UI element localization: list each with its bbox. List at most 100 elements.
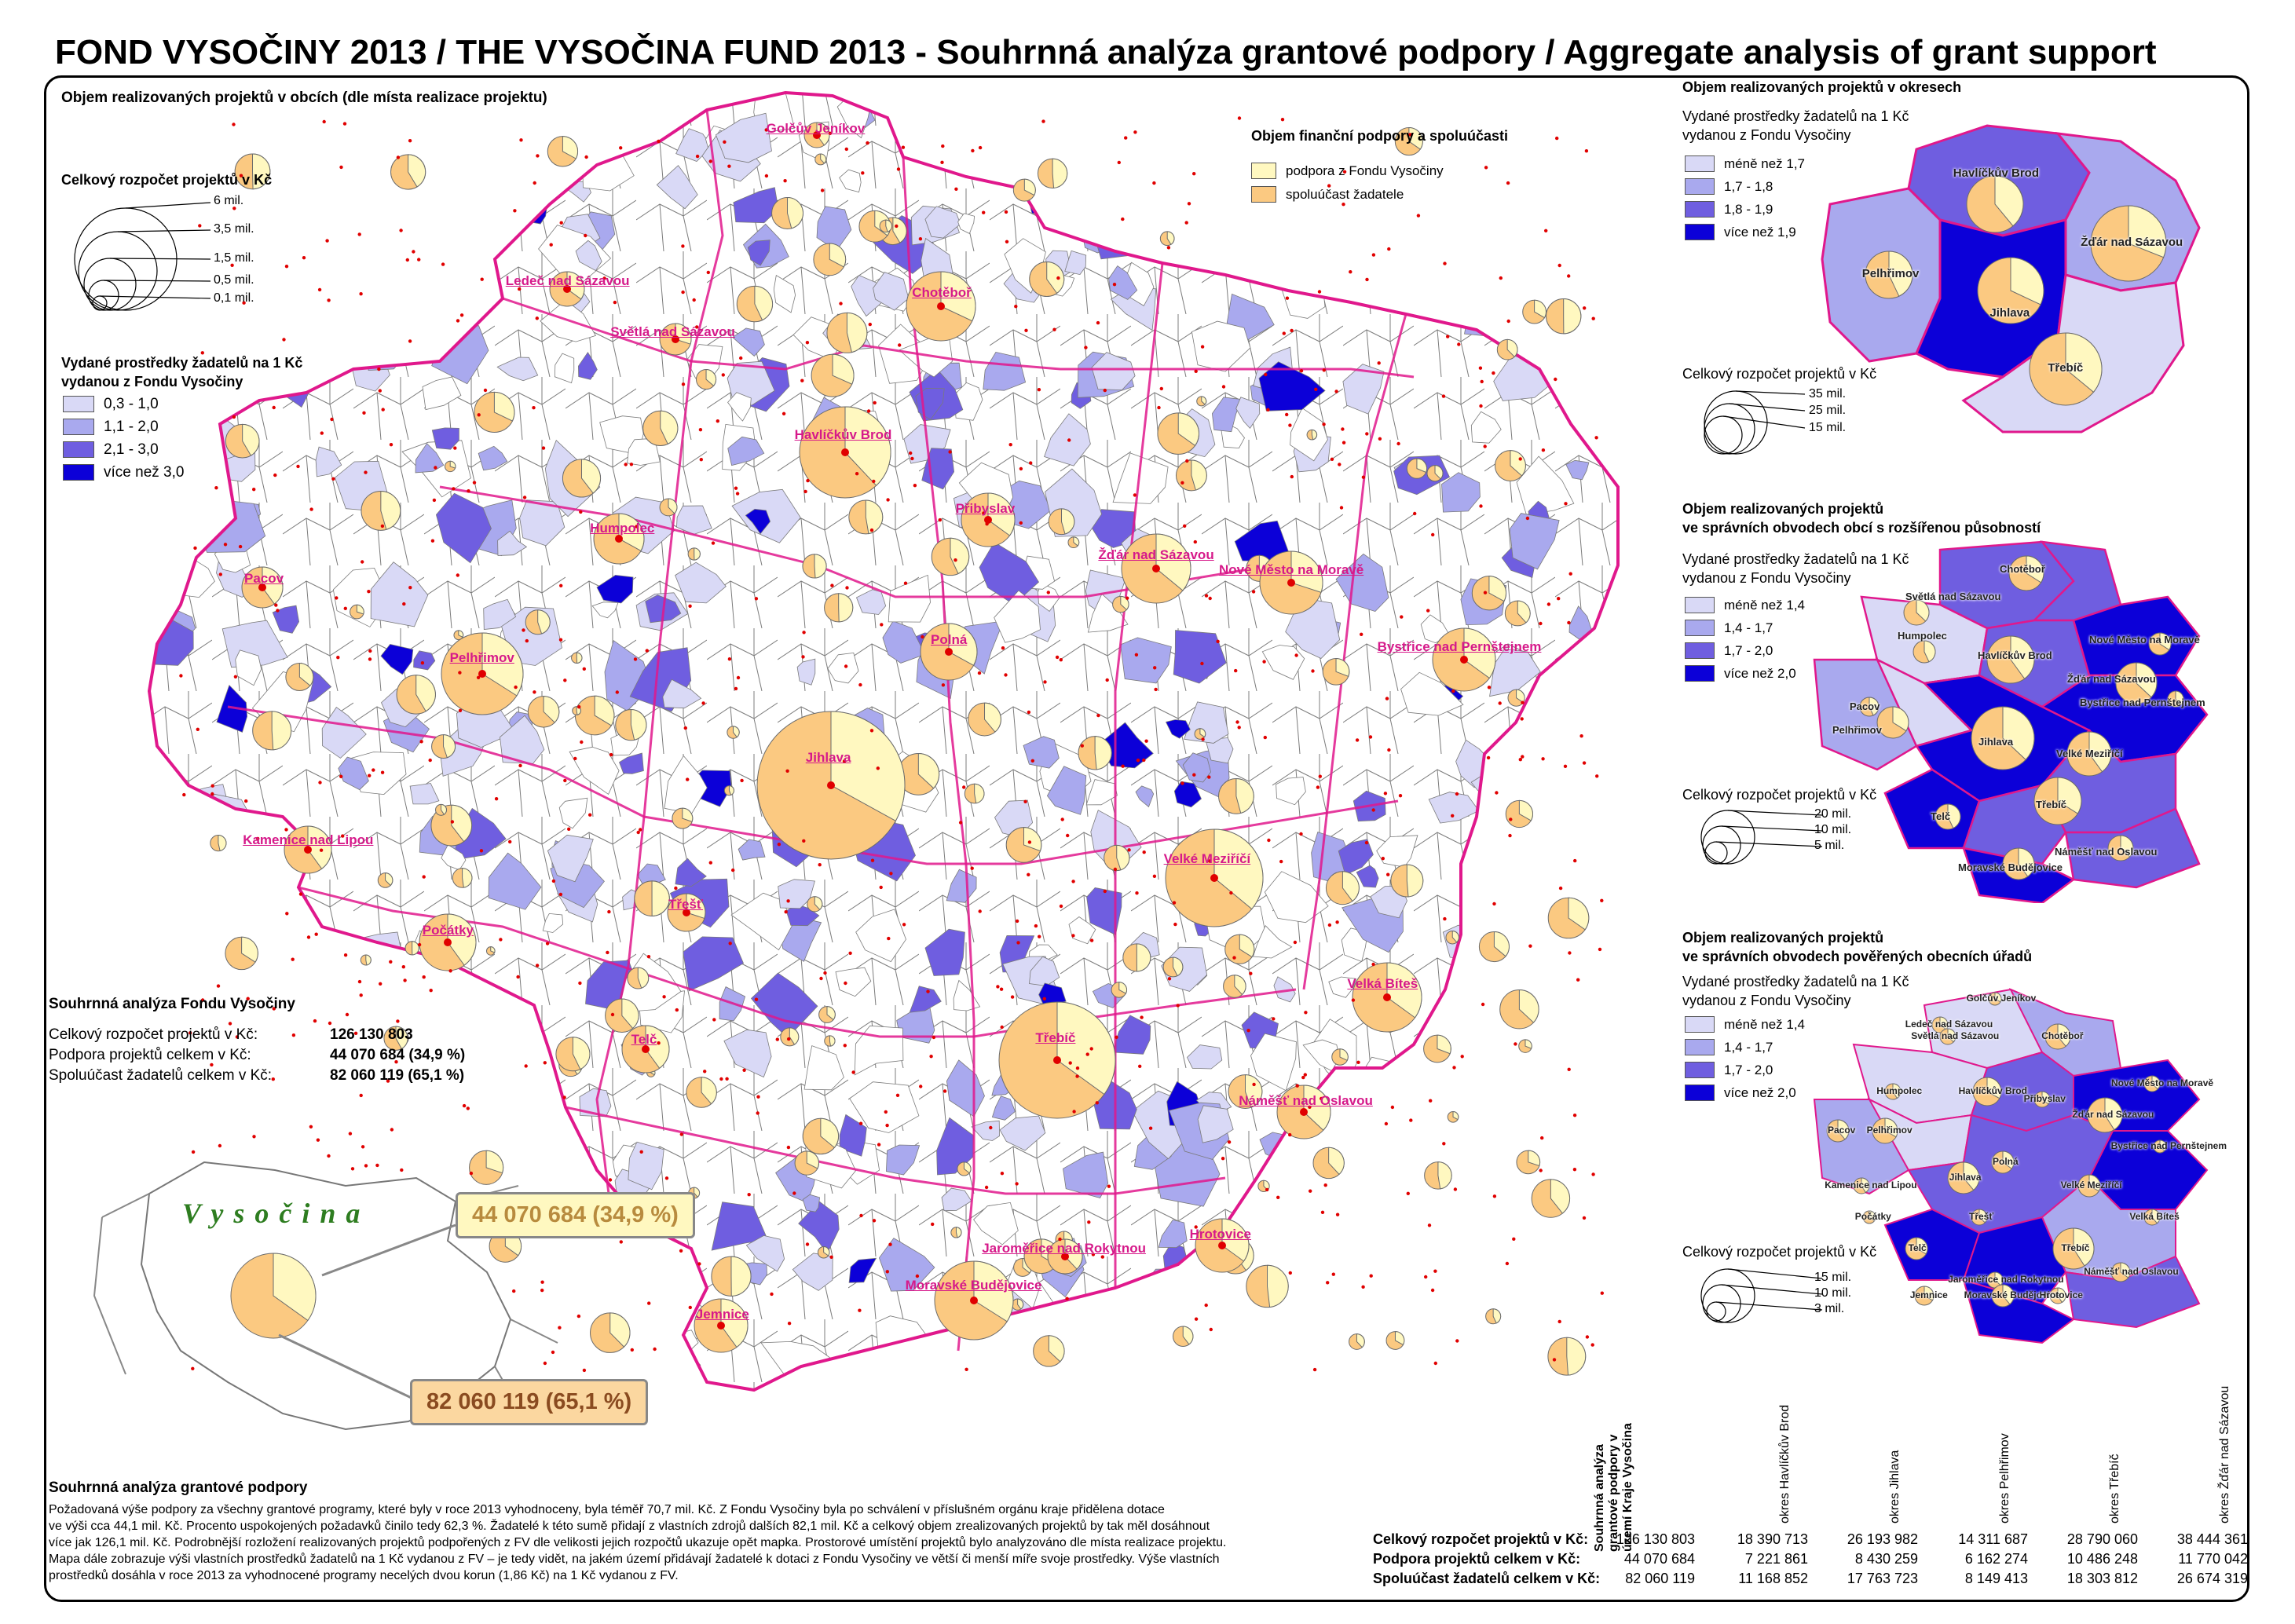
- town-label[interactable]: Kamenice nad Lipou: [243, 832, 374, 847]
- municipality-pie[interactable]: [547, 136, 579, 167]
- municipality-pie[interactable]: [390, 154, 426, 190]
- municipality-pie[interactable]: [1496, 338, 1518, 360]
- pou-pie[interactable]: [1991, 1150, 2015, 1174]
- pou-pie[interactable]: [1988, 992, 2002, 1006]
- town-label[interactable]: Pelhřimov: [449, 649, 514, 665]
- pou-pie[interactable]: [1862, 1210, 1876, 1224]
- municipality-pie[interactable]: [383, 1026, 408, 1051]
- municipality-pie[interactable]: [396, 675, 436, 715]
- municipality-pie[interactable]: [572, 706, 581, 715]
- municipality-pie[interactable]: [1011, 1298, 1024, 1311]
- municipality-pie[interactable]: [642, 410, 679, 447]
- municipality-pie[interactable]: [1029, 262, 1065, 298]
- town-label[interactable]: Jaroměřice nad Rokytnou: [982, 1241, 1146, 1256]
- municipality-pie[interactable]: [1005, 827, 1042, 863]
- orp-pie[interactable]: [1903, 599, 1930, 626]
- town-label[interactable]: Pacov: [244, 570, 284, 586]
- municipality-pie[interactable]: [234, 153, 271, 190]
- municipality-pie[interactable]: [1447, 1111, 1459, 1123]
- municipality-pie[interactable]: [431, 734, 456, 759]
- pou-pie[interactable]: [1972, 1077, 2002, 1106]
- orp-pie[interactable]: [1986, 635, 2035, 684]
- town-label[interactable]: Žďár nad Sázavou: [1098, 547, 1214, 562]
- orp-pie[interactable]: [1859, 697, 1880, 717]
- municipality-pie[interactable]: [1394, 127, 1423, 156]
- pou-pie[interactable]: [1947, 1161, 1980, 1194]
- municipality-pie[interactable]: [1159, 231, 1175, 247]
- municipality-pie[interactable]: [444, 460, 456, 473]
- municipality-pie[interactable]: [1048, 508, 1075, 536]
- municipality-pie[interactable]: [225, 936, 258, 971]
- district-pie[interactable]: [2029, 332, 2103, 406]
- municipality-pie[interactable]: [1037, 158, 1068, 188]
- municipality-pie[interactable]: [659, 498, 678, 517]
- district-pie[interactable]: [1977, 257, 2044, 324]
- pou-pie[interactable]: [1872, 1117, 1898, 1144]
- municipality-pie[interactable]: [453, 630, 464, 641]
- municipality-pie[interactable]: [1306, 429, 1318, 441]
- municipality-pie[interactable]: [950, 1227, 962, 1238]
- municipality-pie[interactable]: [1246, 1264, 1289, 1308]
- pou-pie[interactable]: [1853, 1177, 1870, 1194]
- town-label[interactable]: Náměšť nad Oslavou: [1239, 1093, 1373, 1109]
- municipality-pie[interactable]: [814, 153, 827, 166]
- town-label[interactable]: Počátky: [422, 923, 474, 938]
- municipality-pie[interactable]: [1331, 1048, 1349, 1066]
- municipality-pie[interactable]: [1518, 1039, 1532, 1053]
- municipality-pie[interactable]: [802, 1117, 840, 1155]
- town-label[interactable]: Golčův Jeníkov: [766, 121, 866, 137]
- municipality-pie[interactable]: [350, 604, 364, 620]
- orp-pie[interactable]: [2033, 777, 2082, 825]
- town-label[interactable]: Velká Bíteš: [1347, 975, 1418, 991]
- municipality-pie[interactable]: [527, 696, 560, 728]
- town-label[interactable]: Jihlava: [805, 750, 851, 766]
- municipality-pie[interactable]: [1426, 465, 1444, 482]
- municipality-pie[interactable]: [1078, 736, 1112, 770]
- orp-pie[interactable]: [2167, 690, 2184, 708]
- pou-pie[interactable]: [2049, 1287, 2066, 1304]
- town-label[interactable]: Třebíč: [1035, 1030, 1076, 1046]
- town-label[interactable]: Přibyslav: [955, 501, 1016, 517]
- pou-pie[interactable]: [2077, 1174, 2101, 1198]
- town-label[interactable]: Bystřice nad Pernštejnem: [1377, 639, 1542, 654]
- pou-pie[interactable]: [2033, 1091, 2051, 1108]
- municipality-pie[interactable]: [1424, 1161, 1452, 1190]
- municipality-pie[interactable]: [811, 353, 855, 397]
- district-pie[interactable]: [2090, 205, 2167, 282]
- pou-pie[interactable]: [1991, 1284, 2015, 1308]
- municipality-pie[interactable]: [1162, 956, 1184, 978]
- municipality-pie[interactable]: [1196, 396, 1207, 407]
- municipality-pie[interactable]: [285, 663, 314, 692]
- municipality-pie[interactable]: [1325, 871, 1360, 905]
- orp-pie[interactable]: [1934, 803, 1961, 830]
- town-label[interactable]: Třešť: [668, 896, 704, 912]
- municipality-pie[interactable]: [1157, 412, 1200, 455]
- municipality-pie[interactable]: [1499, 989, 1539, 1030]
- municipality-pie[interactable]: [1111, 982, 1128, 998]
- town-label[interactable]: Světlá nad Sázavou: [610, 324, 735, 339]
- pou-pie[interactable]: [1914, 1286, 1934, 1306]
- orp-pie[interactable]: [2107, 835, 2134, 861]
- municipality-pie[interactable]: [1033, 1335, 1065, 1367]
- pou-pie[interactable]: [1905, 1237, 1928, 1260]
- municipality-pie[interactable]: [826, 312, 868, 353]
- municipality-pie[interactable]: [1522, 299, 1546, 324]
- municipality-pie[interactable]: [794, 1150, 819, 1176]
- municipality-pie[interactable]: [817, 1245, 830, 1259]
- inset-orp-map[interactable]: [1806, 534, 2246, 903]
- town-label[interactable]: Velké Meziříčí: [1163, 851, 1251, 867]
- pou-pie[interactable]: [1826, 1119, 1850, 1143]
- pou-pie[interactable]: [2052, 1227, 2095, 1270]
- municipality-pie[interactable]: [771, 197, 803, 229]
- municipality-pie[interactable]: [931, 537, 970, 576]
- town-label[interactable]: Moravské Budějovice: [905, 1277, 1042, 1293]
- orp-pie[interactable]: [2008, 555, 2044, 591]
- municipality-pie[interactable]: [474, 391, 515, 433]
- municipality-pie[interactable]: [1385, 1331, 1405, 1350]
- municipality-pie[interactable]: [1495, 450, 1526, 481]
- town-label[interactable]: Humpolec: [590, 520, 655, 536]
- municipality-pie[interactable]: [813, 243, 847, 276]
- municipality-pie[interactable]: [1547, 897, 1590, 939]
- town-label[interactable]: Nové Město na Moravě: [1219, 562, 1364, 577]
- town-label[interactable]: Ledeč nad Sázavou: [505, 273, 630, 289]
